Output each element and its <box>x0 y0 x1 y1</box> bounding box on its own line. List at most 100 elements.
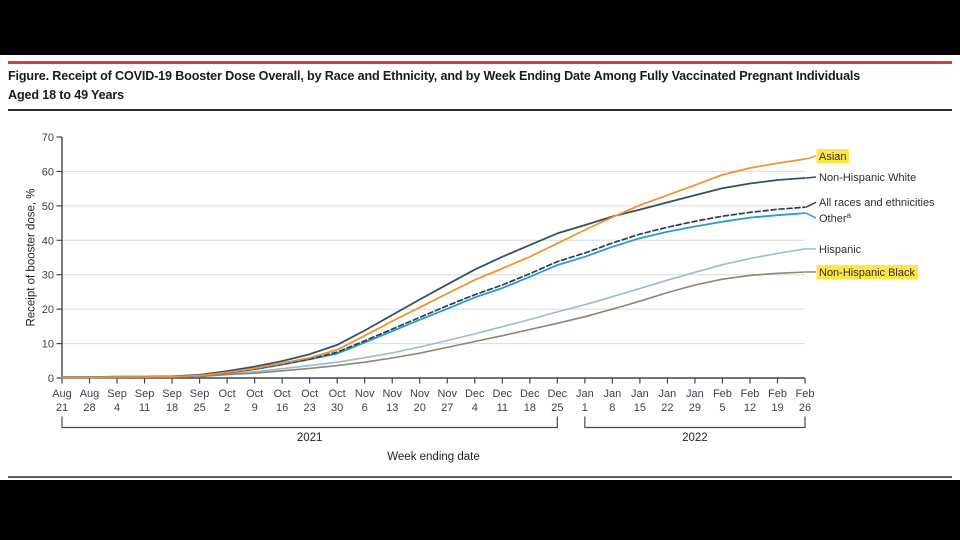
y-tick-label: 20 <box>42 304 54 316</box>
x-tick-day: 18 <box>166 402 178 414</box>
series-line-non-hispanic-black <box>61 271 806 379</box>
year-label: 2021 <box>297 432 323 444</box>
x-tick-month: Nov <box>410 388 430 400</box>
x-tick-day: 12 <box>744 402 756 414</box>
figure-title-line1: Figure. Receipt of COVID-19 Booster Dose… <box>8 69 861 83</box>
x-tick-month: Nov <box>437 388 457 400</box>
bottom-divider-rule <box>8 476 952 478</box>
year-bracket-2021: 2021 <box>61 416 558 444</box>
x-tick-month: Oct <box>246 388 263 400</box>
legend-label-other: Othera <box>819 211 852 225</box>
x-tick-day: 5 <box>719 402 725 414</box>
x-tick-month: Aug <box>80 388 100 400</box>
x-tick-day: 15 <box>634 402 646 414</box>
x-tick-month: Aug <box>52 388 72 400</box>
x-tick-month: Sep <box>162 388 182 400</box>
legend-label-asian: Asian <box>819 151 847 163</box>
y-axis-title: Receipt of booster dose, % <box>26 188 38 326</box>
x-tick-day: 8 <box>609 402 615 414</box>
x-tick-month: Feb <box>796 388 815 400</box>
x-tick-day: 25 <box>551 402 563 414</box>
legend-entry-non-hispanic-white: Non-Hispanic White <box>805 172 916 184</box>
x-tick-day: 11 <box>139 402 150 414</box>
x-tick-day: 16 <box>276 402 288 414</box>
x-tick-month: Sep <box>107 388 127 400</box>
legend-leader-line <box>805 176 817 179</box>
x-tick-day: 4 <box>472 402 478 414</box>
x-tick-day: 25 <box>193 402 205 414</box>
jama-red-rule <box>8 61 952 64</box>
x-tick-day: 11 <box>497 402 508 414</box>
x-tick-day: 13 <box>386 402 398 414</box>
year-label: 2022 <box>682 432 708 444</box>
x-tick-month: Feb <box>768 388 787 400</box>
x-tick-day: 22 <box>661 402 673 414</box>
figure-title-line2: Aged 18 to 49 Years <box>8 88 124 102</box>
x-tick-month: Jan <box>659 388 677 400</box>
x-tick-month: Jan <box>686 388 704 400</box>
x-tick-day: 1 <box>582 402 588 414</box>
x-tick-day: 28 <box>83 402 95 414</box>
x-tick-month: Feb <box>713 388 732 400</box>
legend-entry-all-races-and-ethnicities: All races and ethnicities <box>805 197 935 209</box>
y-axis: 0 10 20 30 40 50 60 70 Receipt of booster dose, … <box>26 132 63 385</box>
legend-leader-line <box>805 212 817 219</box>
legend-highlight-non-hispanic-black <box>816 264 918 280</box>
year-bracket-2022: 2022 <box>584 416 806 444</box>
x-tick-day: 4 <box>114 402 120 414</box>
x-tick-month: Nov <box>355 388 375 400</box>
x-tick-day: 30 <box>331 402 343 414</box>
title-divider-rule <box>8 109 952 111</box>
x-tick-day: 20 <box>414 402 426 414</box>
x-tick-month: Dec <box>465 388 485 400</box>
legend-label-non-hispanic-black: Non-Hispanic Black <box>819 267 915 279</box>
x-tick-day: 23 <box>304 402 316 414</box>
y-gridlines <box>62 170 805 345</box>
legend-label-hispanic: Hispanic <box>819 244 862 256</box>
x-tick-month: Feb <box>740 388 759 400</box>
y-tick-label: 10 <box>42 339 54 351</box>
legend-entry-asian: Asian <box>805 149 850 164</box>
x-tick-month: Nov <box>382 388 402 400</box>
series-line-non-hispanic-white <box>61 177 806 378</box>
x-tick-month: Jan <box>631 388 649 400</box>
x-tick-month: Jan <box>603 388 621 400</box>
legend-highlight-asian <box>816 149 850 164</box>
y-tick-label: 70 <box>42 132 54 144</box>
x-tick-month: Sep <box>190 388 210 400</box>
series-line-other <box>61 212 806 379</box>
x-tick-month: Dec <box>493 388 513 400</box>
x-axis-title: Week ending date <box>387 451 480 463</box>
y-tick-label: 30 <box>42 270 54 282</box>
x-tick-day: 9 <box>252 402 258 414</box>
legend-label-all-races-and-ethnicities: All races and ethnicities <box>819 197 935 209</box>
x-tick-day: 18 <box>524 402 536 414</box>
legend-leader-line <box>805 201 817 208</box>
x-tick-month: Oct <box>329 388 346 400</box>
legend-leader-line <box>805 155 817 160</box>
x-tick-month: Dec <box>548 388 568 400</box>
x-tick-day: 19 <box>771 402 783 414</box>
x-tick-day: 6 <box>362 402 368 414</box>
y-tick-label: 60 <box>42 166 54 178</box>
x-axis: Aug21Aug28Sep4Sep11Sep18Sep25Oct2Oct9Oct… <box>52 377 815 414</box>
y-tick-label: 40 <box>42 235 54 247</box>
y-tick-label: 0 <box>48 373 54 385</box>
series-line-asian <box>61 158 806 379</box>
x-tick-day: 29 <box>689 402 701 414</box>
x-tick-month: Oct <box>219 388 236 400</box>
series-line-hispanic <box>61 248 806 379</box>
x-tick-month: Sep <box>135 388 155 400</box>
x-tick-month: Jan <box>576 388 594 400</box>
x-tick-day: 27 <box>441 402 453 414</box>
legend-entry-hispanic: Hispanic <box>806 244 862 256</box>
x-tick-month: Dec <box>520 388 540 400</box>
legend-entry-non-hispanic-black: Non-Hispanic Black <box>806 264 918 280</box>
figure-title: Figure. Receipt of COVID-19 Booster Dose… <box>8 67 952 105</box>
x-tick-month: Oct <box>274 388 291 400</box>
y-tick-label: 50 <box>42 201 54 213</box>
x-tick-day: 21 <box>56 402 68 414</box>
legend-entry-other: Othera <box>805 211 852 225</box>
